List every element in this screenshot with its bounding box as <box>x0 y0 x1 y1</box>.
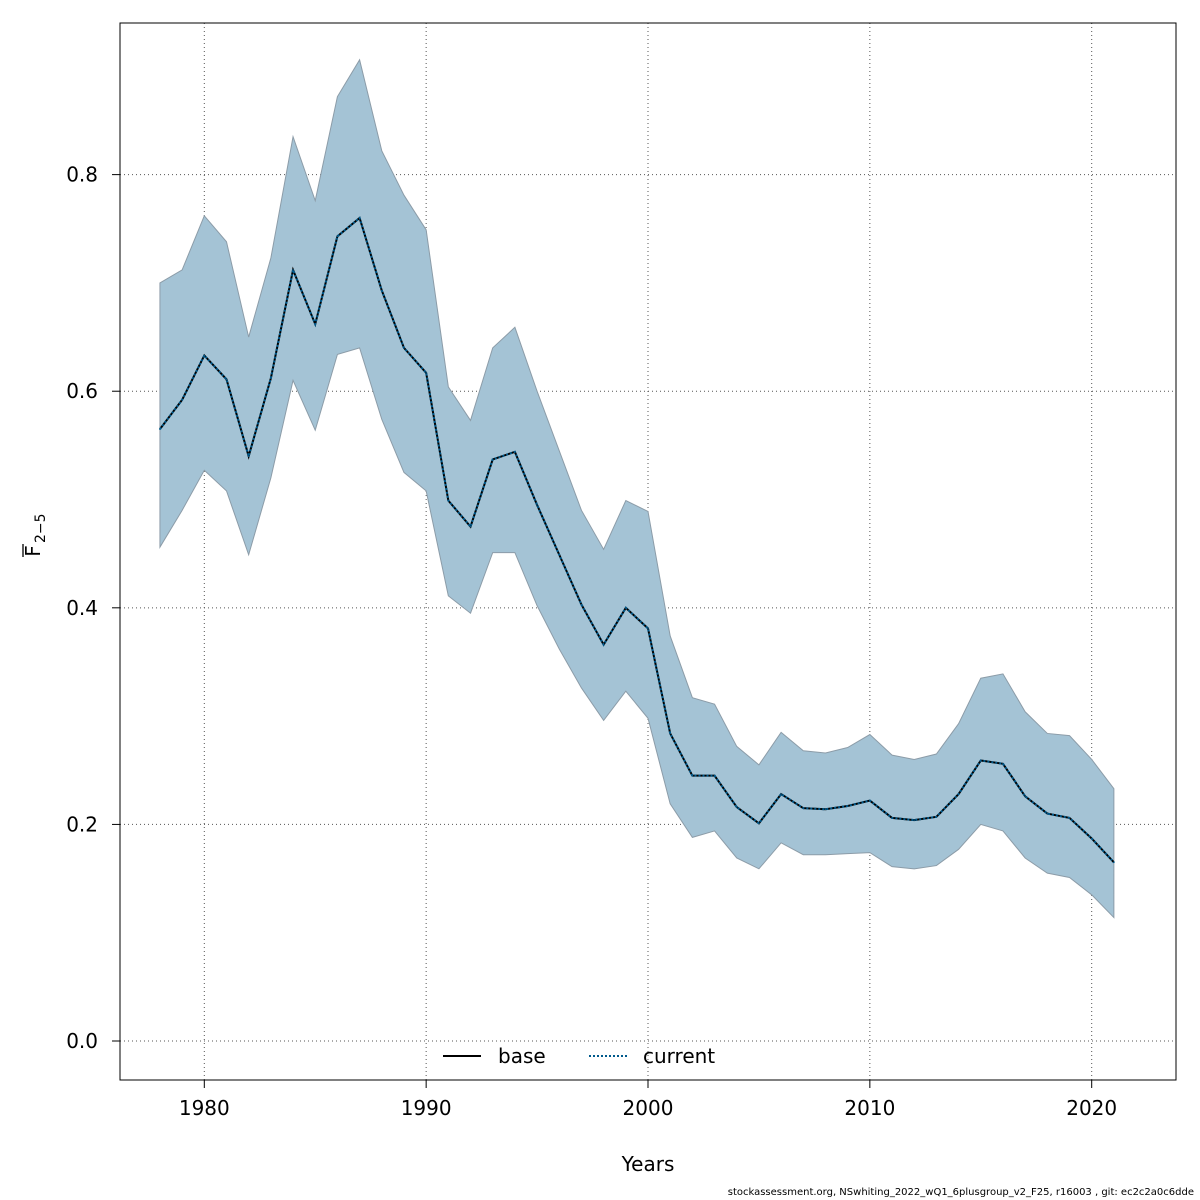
data-point <box>869 799 871 802</box>
data-point <box>425 372 427 374</box>
confidence-band-area <box>159 58 1115 919</box>
y-axis-title-main: F <box>21 545 45 557</box>
y-tick-label: 0.0 <box>66 1029 98 1053</box>
data-point <box>1068 817 1071 819</box>
data-point <box>913 819 916 821</box>
x-tick-label: 2000 <box>623 1096 674 1120</box>
legend-label-current: current <box>643 1044 715 1068</box>
data-point <box>536 504 538 506</box>
data-point <box>225 378 228 381</box>
grid <box>120 23 1176 1080</box>
footer-caption: stockassessment.org, NSwhiting_2022_wQ1_… <box>727 1187 1194 1198</box>
data-point <box>159 428 161 430</box>
series-line-current <box>159 216 1115 864</box>
data-point <box>625 607 627 609</box>
data-point <box>846 805 849 807</box>
data-point <box>491 458 494 461</box>
data-point <box>380 289 383 292</box>
data-point <box>647 627 649 630</box>
data-point <box>802 807 805 809</box>
x-tick-label: 2020 <box>1066 1096 1117 1120</box>
data-point <box>403 347 405 349</box>
data-point <box>780 793 782 795</box>
y-axis-title-subscript: 2−5 <box>33 513 49 543</box>
y-tick-label: 0.6 <box>66 379 98 403</box>
data-point <box>1113 861 1115 864</box>
data-point <box>292 269 294 271</box>
y-axis-title: F 2−5 <box>21 513 49 557</box>
x-axis: 1980 1990 2000 2010 2020 <box>179 1080 1117 1120</box>
data-point <box>558 553 561 556</box>
data-point <box>979 759 982 762</box>
data-point <box>735 806 738 808</box>
legend-label-base: base <box>498 1044 546 1068</box>
data-point <box>358 217 361 219</box>
data-point <box>580 603 583 606</box>
x-tick-label: 1990 <box>401 1096 452 1120</box>
data-point <box>713 774 716 777</box>
data-point <box>891 817 893 819</box>
y-tick-label: 0.2 <box>66 812 98 836</box>
data-point <box>935 816 938 818</box>
legend: base current <box>443 1044 715 1068</box>
data-point <box>957 793 960 795</box>
data-point <box>1046 812 1049 815</box>
y-tick-label: 0.4 <box>66 596 98 620</box>
y-tick-label: 0.8 <box>66 163 98 187</box>
data-point <box>314 323 317 325</box>
data-point <box>1024 795 1026 798</box>
x-tick-label: 2010 <box>844 1096 895 1120</box>
x-axis-title: Years <box>621 1152 675 1176</box>
data-point <box>247 455 250 457</box>
y-axis: 0.0 0.2 0.4 0.6 0.8 <box>66 163 120 1053</box>
x-tick-label: 1980 <box>179 1096 230 1120</box>
data-point <box>270 377 272 380</box>
data-point <box>824 808 827 811</box>
data-point <box>602 643 605 646</box>
data-point <box>1002 762 1004 765</box>
data-point <box>514 451 516 453</box>
data-point <box>691 774 694 777</box>
data-point <box>1090 837 1093 840</box>
data-point <box>181 399 183 401</box>
data-point <box>669 732 671 735</box>
confidence-band <box>159 58 1115 919</box>
data-point <box>336 235 339 238</box>
data-point <box>203 354 206 357</box>
series-lines <box>159 216 1115 864</box>
data-point <box>469 525 472 528</box>
data-point <box>758 822 760 825</box>
data-point <box>447 499 450 502</box>
